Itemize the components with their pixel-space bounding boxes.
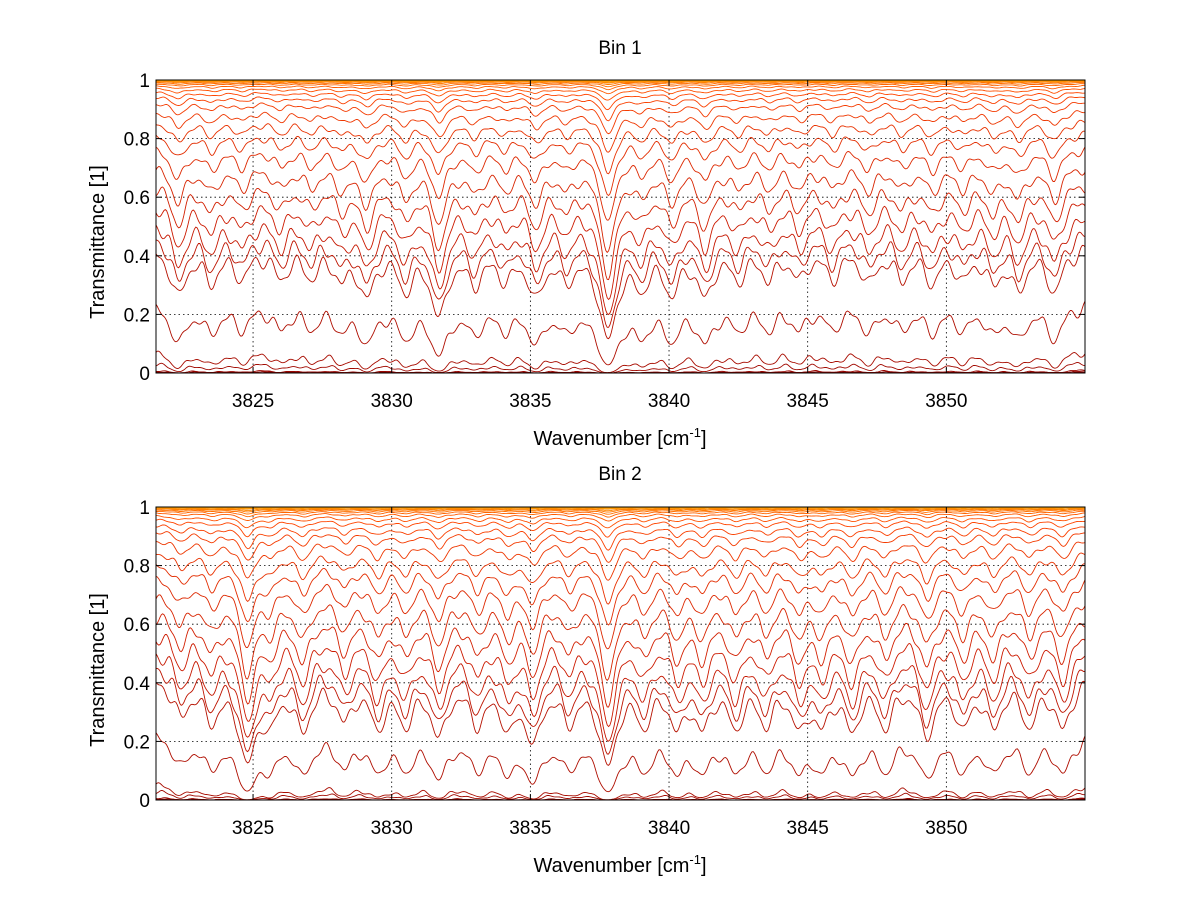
- spectrum-line: [155, 244, 1086, 340]
- spectrum-line: [155, 508, 1085, 513]
- spectrum-line: [155, 508, 1085, 512]
- spectrum-line: [155, 613, 1086, 708]
- panel-bin-2: Bin 2 3825 3830 3835 3840 3845 3850 0 0.2 0.4 0.…: [87, 464, 1086, 877]
- spectrum-line: [155, 782, 1086, 801]
- spectrum-line: [155, 130, 1086, 197]
- spectrum-line: [155, 218, 1086, 316]
- x-tick-label: 3830: [371, 391, 413, 412]
- spectrum-line: [155, 110, 1086, 153]
- x-tick-label: 3850: [925, 391, 967, 412]
- x-tick-label: 3850: [925, 818, 967, 839]
- spectrum-line: [156, 515, 1086, 529]
- x-tick-label: 3830: [371, 818, 413, 839]
- spectrum-line: [155, 653, 1086, 742]
- plot-frame: [155, 79, 1086, 374]
- spectrum-line: [155, 350, 1086, 374]
- x-tick-label: 3825: [232, 391, 274, 412]
- y-tick-label: 1: [139, 71, 150, 92]
- spectrum-line: [155, 634, 1086, 728]
- spectrum-line: [156, 87, 1086, 101]
- spectrum-line: [155, 552, 1086, 605]
- y-tick-label: 0: [139, 791, 150, 812]
- spectrum-line: [156, 96, 1086, 122]
- spectrum-line: [156, 509, 1085, 515]
- y-tick-label: 0.6: [124, 615, 150, 636]
- y-tick-label: 0.8: [124, 130, 150, 151]
- spectrum-line: [155, 203, 1086, 301]
- x-axis-label: Wavenumber [cm-1]: [533, 852, 706, 877]
- spectrum-line: [155, 186, 1086, 281]
- spectrum-line: [155, 119, 1086, 175]
- spectrum-line: [155, 84, 1086, 95]
- spectrum-line: [155, 680, 1086, 766]
- plot-frame: [155, 506, 1086, 801]
- y-tick-label: 0.4: [124, 674, 151, 695]
- y-tick-label: 1: [139, 498, 150, 519]
- spectrum-line: [155, 594, 1086, 682]
- y-tick-labels: 0 0.2 0.4 0.6 0.8 1: [124, 498, 1085, 812]
- x-axis-label: Wavenumber [cm-1]: [533, 425, 706, 450]
- x-tick-label: 3835: [509, 391, 551, 412]
- spectrum-line: [155, 166, 1086, 254]
- x-tick-label: 3840: [648, 818, 690, 839]
- panel-title: Bin 1: [598, 38, 641, 59]
- spectrum-line: [155, 231, 1086, 328]
- spectrum-line: [155, 146, 1086, 221]
- spectrum-line: [155, 667, 1086, 755]
- spectrum-line: [155, 83, 1086, 91]
- y-tick-label: 0.4: [124, 247, 151, 268]
- spectrum-line: [155, 541, 1086, 581]
- spectrum-line: [156, 510, 1086, 518]
- spectrum-line: [155, 300, 1086, 366]
- x-tick-label: 3845: [787, 391, 829, 412]
- y-tick-label: 0: [139, 364, 150, 385]
- spectrum-line: [155, 101, 1085, 135]
- y-tick-label: 0.2: [124, 732, 150, 753]
- spectrum-line: [155, 81, 1085, 85]
- panel-bin-1: Bin 1 3825 3830 3835 3840 3845 3850 0 0.2 0.4 0.…: [87, 38, 1086, 450]
- x-tick-label: 3835: [509, 818, 551, 839]
- x-tick-label: 3840: [648, 391, 690, 412]
- spectrum-line: [155, 575, 1086, 650]
- spectrum-line: [155, 91, 1086, 111]
- x-tick-labels: 3825 3830 3835 3840 3845 3850: [232, 80, 967, 412]
- y-tick-labels: 0 0.2 0.4 0.6 0.8 1: [124, 71, 1085, 385]
- spectrum-line: [155, 790, 1085, 801]
- spectrum-line: [155, 563, 1085, 626]
- spectrum-line: [155, 732, 1086, 793]
- spectrum-line: [155, 512, 1086, 522]
- spectrum-line: [155, 518, 1086, 538]
- spectrum-line: [155, 524, 1086, 551]
- y-tick-label: 0.6: [124, 188, 150, 209]
- y-tick-label: 0.2: [124, 305, 150, 326]
- spectrum-line: [155, 531, 1086, 563]
- y-axis-label: Transmittance [1]: [87, 165, 109, 319]
- panel-title: Bin 2: [598, 464, 641, 485]
- x-tick-label: 3825: [232, 818, 274, 839]
- x-tick-label: 3845: [787, 818, 829, 839]
- series-lines: [155, 79, 1086, 374]
- y-tick-label: 0.8: [124, 557, 150, 578]
- spectrum-line: [156, 82, 1086, 88]
- y-axis-label: Transmittance [1]: [87, 593, 109, 747]
- x-tick-labels: 3825 3830 3835 3840 3845 3850: [232, 507, 967, 839]
- spectrum-line: [155, 362, 1086, 374]
